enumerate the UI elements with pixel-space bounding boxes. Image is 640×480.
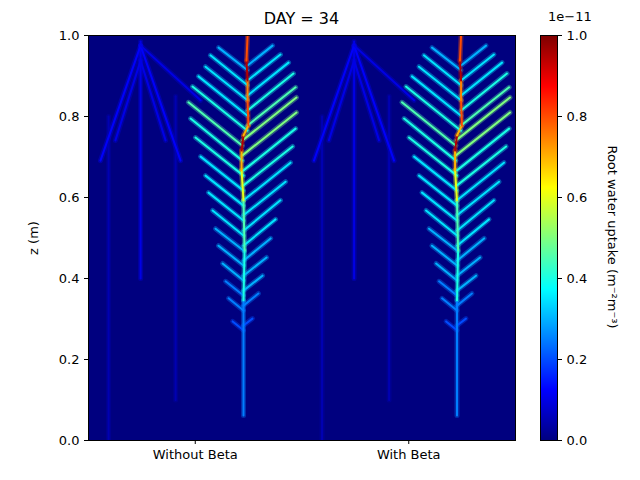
html-text:DAY = 34: DAY = 34 bbox=[263, 9, 340, 28]
html-text:Root water uptake (m⁻²m⁻³): Root water uptake (m⁻²m⁻³) bbox=[604, 145, 620, 329]
svg-text:z (m): z (m) bbox=[26, 221, 41, 255]
svg-text:1.0: 1.0 bbox=[567, 28, 588, 43]
svg-text:With Beta: With Beta bbox=[377, 447, 441, 462]
svg-text:0.8: 0.8 bbox=[567, 109, 588, 124]
svg-text:0.0: 0.0 bbox=[567, 433, 588, 448]
svg-text:0.6: 0.6 bbox=[567, 190, 588, 205]
svg-text:0.8: 0.8 bbox=[59, 109, 80, 124]
svg-text:0.2: 0.2 bbox=[567, 352, 588, 367]
svg-text:Without Beta: Without Beta bbox=[153, 447, 238, 462]
svg-text:0.6: 0.6 bbox=[59, 190, 80, 205]
svg-text:1.0: 1.0 bbox=[59, 28, 80, 43]
svg-text:0.4: 0.4 bbox=[567, 271, 588, 286]
svg-text:0.4: 0.4 bbox=[59, 271, 80, 286]
svg-text:0.2: 0.2 bbox=[59, 352, 80, 367]
html-text:1e−11: 1e−11 bbox=[548, 9, 592, 24]
svg-text:0.0: 0.0 bbox=[59, 433, 80, 448]
